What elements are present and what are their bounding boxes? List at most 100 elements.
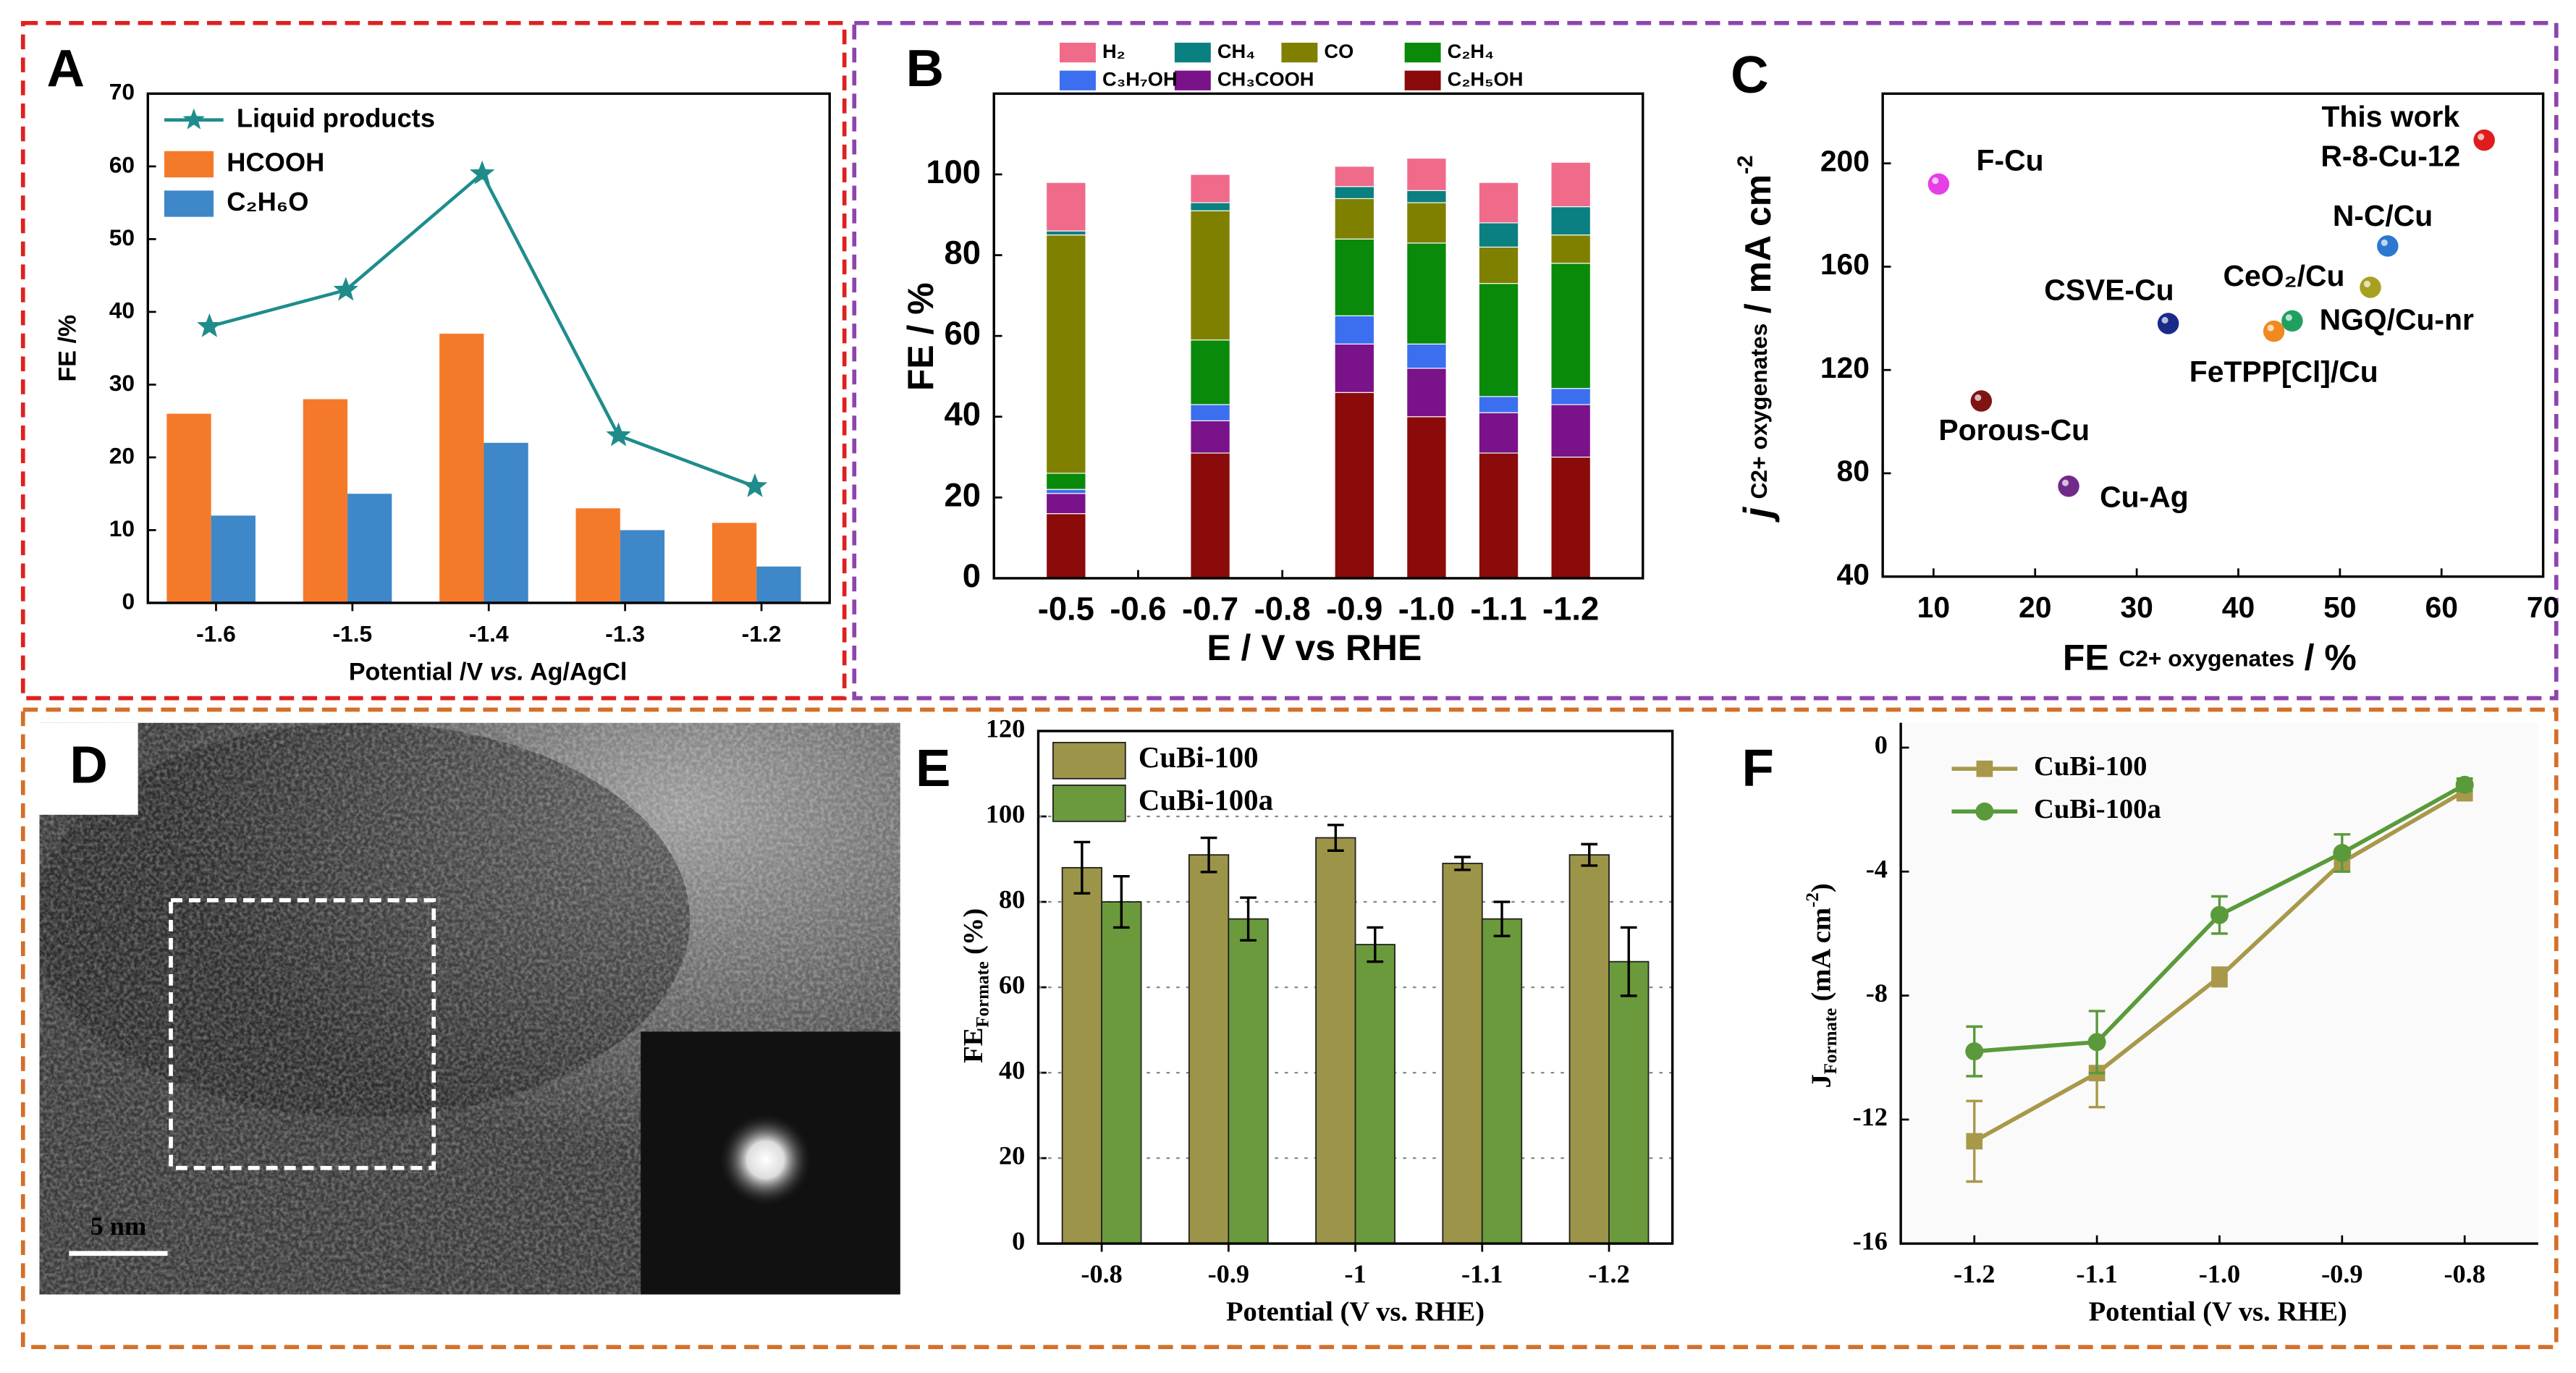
y-tick-label: 120 — [986, 714, 1025, 743]
bar-segment — [1190, 202, 1230, 211]
point-marker — [2210, 905, 2229, 924]
axis-label-part: Formate — [1821, 1008, 1841, 1074]
bar — [211, 515, 256, 603]
error-bar — [1493, 900, 1511, 937]
bar-segment — [1550, 206, 1591, 236]
axis-label-part: / mA cm — [1738, 174, 1778, 313]
legend-swatch — [1060, 43, 1096, 63]
point-marker — [1975, 802, 1994, 821]
bar-segment — [1406, 368, 1447, 418]
axis-label-part: / % — [2305, 638, 2357, 678]
bar-segment — [1334, 392, 1375, 579]
bar — [1568, 854, 1610, 1245]
x-tick-label: -0.9 — [1208, 1259, 1249, 1288]
point-marker — [2455, 775, 2474, 794]
y-tick-label: 20 — [109, 442, 135, 468]
axis-label-part: ) — [1806, 883, 1836, 892]
point-marker — [2087, 1033, 2106, 1052]
y-tick-label: 80 — [999, 884, 1025, 913]
y-tick-label: 160 — [1820, 248, 1870, 281]
axis-label-part: FE — [2063, 638, 2109, 678]
point — [2281, 310, 2303, 332]
y-tick-label: 20 — [999, 1141, 1025, 1170]
plot-frame — [992, 92, 1644, 580]
x-tick-label: -0.9 — [2321, 1259, 2362, 1288]
axis-label: E / V vs RHE — [1207, 628, 1422, 668]
x-tick-label: -1.3 — [605, 621, 645, 647]
x-tick-label: -1.4 — [469, 621, 509, 647]
point-marker — [1966, 1133, 1983, 1150]
legend-label: CuBi-100a — [1139, 784, 1273, 816]
x-tick-label: -1.1 — [1461, 1259, 1503, 1288]
bar-segment — [1478, 452, 1519, 579]
plot-frame — [146, 92, 831, 604]
point-label: N-C/Cu — [2333, 199, 2433, 232]
legend-marker — [182, 108, 206, 130]
y-tick-label: 100 — [986, 799, 1025, 828]
error-bar — [1581, 842, 1598, 867]
point-highlight — [2267, 324, 2274, 331]
panel-letter: A — [47, 39, 85, 98]
scale-bar-label: 5 nm — [90, 1212, 147, 1241]
point-highlight — [1932, 177, 1939, 185]
panel-frame — [20, 707, 2559, 1349]
axis-label: FE C2+ oxygenates / % — [2063, 638, 2357, 678]
bar — [439, 334, 484, 603]
legend-label: C₂H₄ — [1448, 40, 1494, 62]
x-tick-label: -0.8 — [2444, 1259, 2485, 1288]
legend-swatch — [1052, 785, 1126, 822]
point-highlight — [2381, 239, 2388, 246]
point-label: NGQ/Cu-nr — [2320, 303, 2474, 336]
point — [2058, 476, 2079, 497]
legend-label: CuBi-100 — [1139, 741, 1259, 774]
legend-swatch — [1404, 70, 1441, 90]
bar-segment — [1046, 182, 1086, 232]
axis-label: Potential (V vs. RHE) — [2089, 1297, 2347, 1327]
bar-segment — [1406, 158, 1447, 191]
bar-segment — [1406, 190, 1447, 203]
selection-box — [169, 897, 436, 1170]
point — [2157, 313, 2179, 334]
point-marker — [2211, 968, 2228, 986]
bar-segment — [1190, 174, 1230, 203]
legend-swatch — [1060, 70, 1096, 90]
point-marker — [742, 473, 768, 497]
bar-segment — [1046, 513, 1086, 579]
bar — [347, 494, 392, 603]
error-bar — [1454, 856, 1471, 871]
point — [1927, 173, 1950, 195]
error-bar — [1620, 926, 1637, 997]
error-bar — [1112, 874, 1130, 929]
legend-swatch — [1281, 43, 1318, 63]
panel-letter: E — [916, 739, 950, 798]
panel-frame — [852, 20, 2559, 701]
axis-label-part: C2+ oxygenates — [2119, 646, 2294, 672]
bar-segment — [1334, 343, 1375, 393]
bar-segment — [1190, 210, 1230, 341]
y-tick-label: 20 — [945, 476, 981, 513]
x-tick-label: -0.8 — [1254, 590, 1311, 627]
bar — [1061, 866, 1103, 1245]
bar-segment — [1478, 283, 1519, 397]
y-tick-label: 0 — [1875, 730, 1888, 759]
bar — [1188, 854, 1230, 1245]
y-tick-label: 60 — [945, 315, 981, 352]
bar-segment — [1046, 473, 1086, 490]
bar — [1354, 944, 1395, 1245]
y-tick-label: 30 — [109, 370, 135, 396]
y-tick-label: 80 — [1837, 455, 1870, 488]
bar-segment — [1550, 404, 1591, 458]
point-highlight — [2061, 479, 2069, 486]
legend-label: CH₃COOH — [1217, 67, 1314, 90]
legend-swatch — [164, 151, 214, 178]
axis-label-part: (%) — [958, 908, 989, 955]
bar-segment — [1190, 420, 1230, 454]
y-tick-label: 60 — [999, 970, 1025, 999]
panel-letter: D — [69, 735, 107, 794]
axis-label-part: J — [1806, 1074, 1836, 1088]
bar-segment — [1478, 246, 1519, 284]
point-label: CSVE-Cu — [2044, 274, 2174, 307]
point-marker — [606, 422, 631, 447]
